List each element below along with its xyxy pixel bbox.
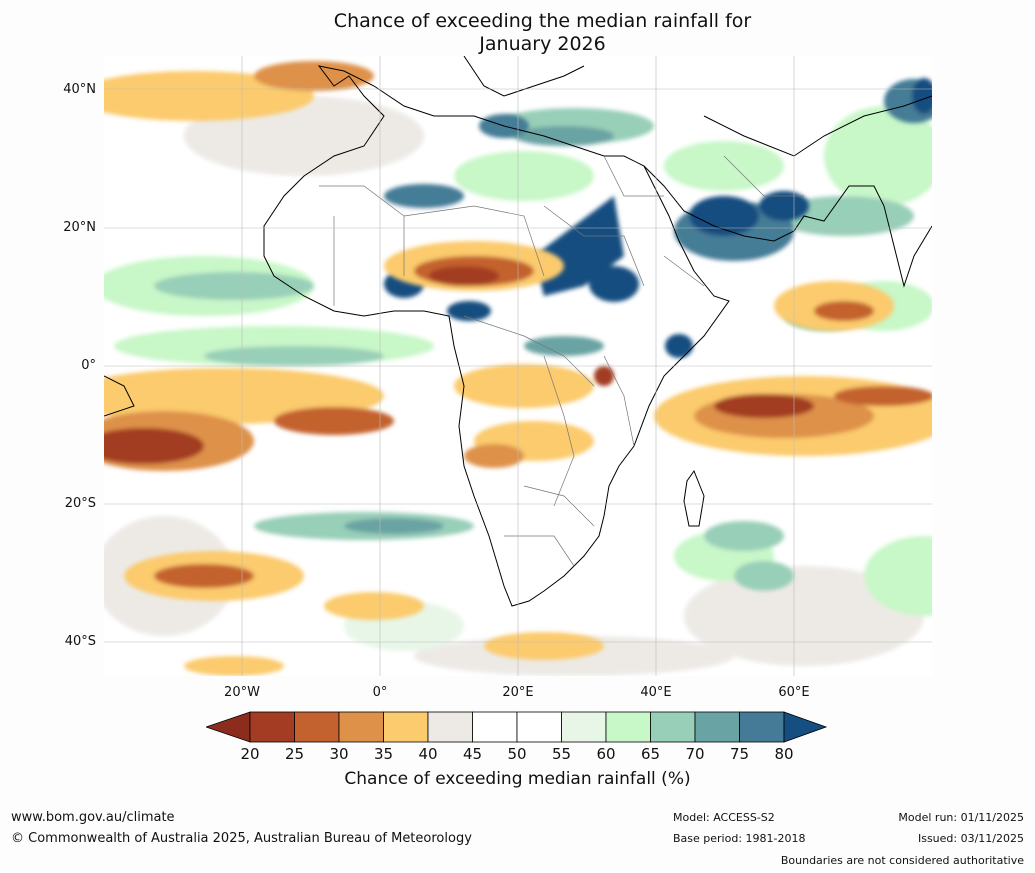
colorbar-swatch: [650, 711, 696, 743]
website-link[interactable]: www.bom.gov.au/climate: [11, 810, 175, 825]
colorbar-swatch: [472, 711, 518, 743]
copyright: © Commonwealth of Australia 2025, Austra…: [11, 831, 472, 846]
rainfall-map[interactable]: [104, 56, 932, 676]
lat-label-20s: 20°S: [64, 496, 96, 511]
colorbar-swatch: [249, 711, 295, 743]
lat-label-40s: 40°S: [64, 634, 96, 649]
coastlines: [104, 56, 932, 607]
colorbar-tick-label: 25: [284, 745, 305, 763]
map-title: Chance of exceeding the median rainfall …: [230, 10, 855, 56]
colorbar-swatch: [338, 711, 384, 743]
country-borders: [319, 155, 804, 567]
title-line-1: Chance of exceeding the median rainfall …: [333, 10, 752, 32]
colorbar-tick-label: 75: [729, 745, 750, 763]
colorbar-tick-label: 70: [685, 745, 705, 763]
colorbar-tick-label: 55: [551, 745, 572, 763]
colorbar-label: Chance of exceeding median rainfall (%): [344, 769, 691, 789]
lon-label-20w: 20°W: [224, 685, 260, 700]
colorbar-swatch: [605, 711, 651, 743]
lon-label-40e: 40°E: [640, 685, 672, 700]
colorbar-over-arrow: [783, 711, 828, 743]
base-period: Base period: 1981-2018: [673, 832, 806, 845]
colorbar-tick-label: 60: [596, 745, 616, 763]
colorbar-tick-label: 65: [640, 745, 661, 763]
colorbar-tick-label: 20: [240, 745, 260, 763]
lat-label-40n: 40°N: [63, 82, 96, 97]
colorbar-tick-label: 40: [418, 745, 438, 763]
disclaimer: Boundaries are not considered authoritat…: [780, 854, 1024, 867]
lon-label-60e: 60°E: [778, 685, 810, 700]
dry-signal-areas: [104, 61, 932, 676]
colorbar-swatch: [516, 711, 562, 743]
graticule: [104, 56, 932, 676]
issued-date: Issued: 03/11/2025: [917, 832, 1024, 845]
colorbar-tick-label: 80: [774, 745, 794, 763]
lat-label-0: 0°: [81, 358, 96, 373]
colorbar-swatch: [383, 711, 429, 743]
colorbar-swatch: [739, 711, 785, 743]
colorbar-under-arrow: [204, 711, 251, 743]
colorbar-swatch: [561, 711, 607, 743]
title-line-2: January 2026: [479, 33, 606, 55]
colorbar-tick-label: 30: [329, 745, 349, 763]
colorbar-swatch: [427, 711, 473, 743]
lat-label-20n: 20°N: [63, 220, 96, 235]
colorbar-swatch: [694, 711, 740, 743]
colorbar-tick-label: 35: [373, 745, 394, 763]
colorbar-tick-label: 50: [507, 745, 527, 763]
lon-label-0: 0°: [372, 685, 388, 700]
model-run: Model run: 01/11/2025: [898, 811, 1024, 824]
colorbar-swatch: [294, 711, 340, 743]
model-name: Model: ACCESS-S2: [673, 811, 775, 824]
lon-label-20e: 20°E: [502, 685, 534, 700]
colorbar-tick-label: 45: [462, 745, 483, 763]
colorbar: [204, 711, 828, 743]
